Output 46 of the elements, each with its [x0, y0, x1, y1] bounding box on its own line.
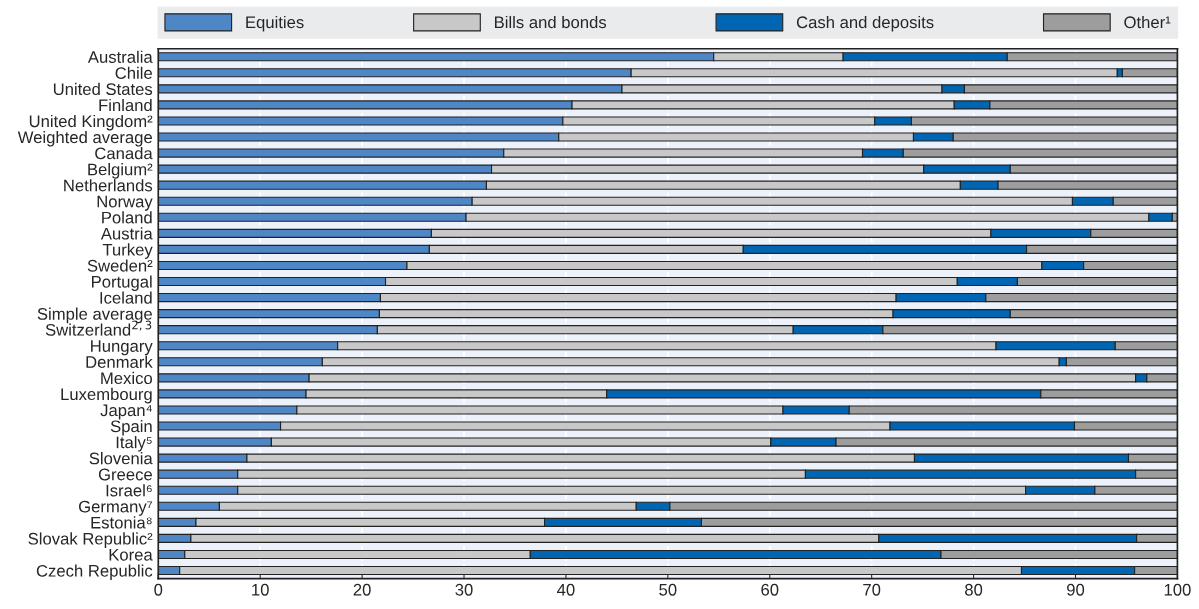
y-tick-label: Hungary: [91, 340, 153, 356]
y-tick-label: Greece: [98, 468, 152, 481]
y-tick-label: Austria: [100, 227, 153, 240]
y-tick-label: Australia: [87, 50, 153, 63]
x-tick-label: 30: [455, 583, 473, 596]
y-tick-label: Slovak Republic²: [28, 532, 153, 548]
x-tick-label: 100: [1164, 583, 1191, 596]
y-tick-label: Korea: [109, 549, 153, 561]
y-tick-label: Finland: [99, 98, 152, 112]
y-tick-label: Sweden²: [87, 259, 153, 272]
y-tick-label: Norway: [97, 195, 153, 211]
y-tick-label: Iceland: [100, 291, 152, 304]
y-tick-label: Belgium²: [88, 163, 153, 179]
y-tick-label: United Kingdom²: [29, 114, 153, 131]
y-tick-label: Czech Republic: [36, 564, 153, 581]
y-tick-label: Canada: [95, 147, 153, 160]
x-tick-label: 40: [557, 583, 575, 596]
x-tick-label: 60: [761, 583, 779, 596]
y-tick-label: Weighted average: [17, 130, 152, 147]
x-tick-label: 50: [659, 583, 677, 596]
x-tick-label: 0: [154, 583, 163, 596]
y-tick-label: Netherlands: [64, 179, 153, 192]
y-tick-label: Luxembourg: [61, 387, 152, 404]
legend-label: Cash and deposits: [796, 15, 934, 32]
x-tick-label: 20: [353, 583, 371, 596]
legend-label: Other¹: [1124, 15, 1171, 29]
y-tick-label: Estonia⁸: [91, 516, 152, 529]
y-tick-label: Denmark: [86, 355, 153, 368]
y-tick-label: Slovenia: [89, 452, 153, 465]
y-tick-label: Turkey: [102, 243, 153, 259]
y-tick-label: Poland: [102, 211, 152, 224]
x-tick-label: 10: [252, 583, 269, 596]
y-tick-label: Chile: [115, 66, 152, 80]
legend-label: Bills and bonds: [495, 15, 607, 29]
x-tick-label: 90: [1067, 583, 1085, 596]
y-tick-label: Italy⁵: [116, 436, 152, 452]
y-tick-label: Israel⁶: [106, 484, 152, 497]
y-tick-label: Japan⁴: [100, 404, 152, 420]
y-tick-label: Spain: [110, 419, 152, 436]
legend-label: Equities: [246, 15, 304, 32]
y-tick-label: Portugal: [92, 275, 152, 292]
y-tick-label: Germany⁷: [78, 500, 153, 516]
y-tick-label: United States: [53, 82, 153, 96]
x-tick-label: 80: [965, 583, 983, 596]
x-tick-label: 70: [863, 583, 881, 596]
y-tick-label: Mexico: [101, 371, 153, 385]
